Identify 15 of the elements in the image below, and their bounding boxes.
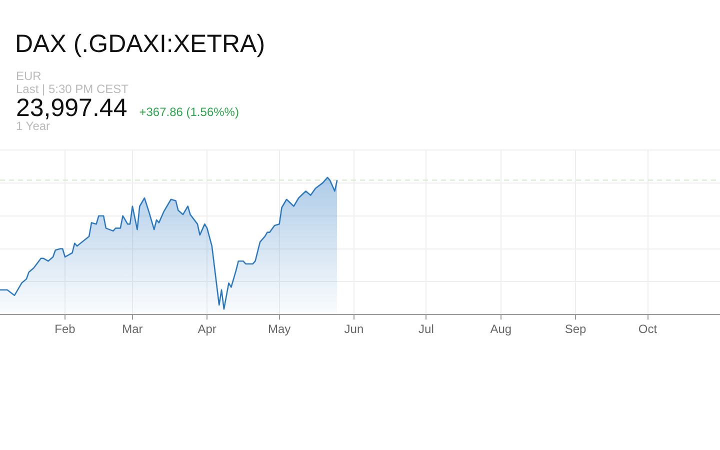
x-tick-label: Aug — [490, 322, 512, 336]
text: 1 Year — [16, 119, 50, 133]
x-tick-label: Feb — [54, 322, 76, 336]
x-tick-label: Sep — [564, 322, 587, 336]
x-tick-label: Jul — [418, 322, 434, 336]
text: EUR — [16, 69, 42, 83]
text: +367.86 (1.56%%) — [139, 105, 239, 119]
x-tick-label: Oct — [638, 322, 658, 336]
text: Last | 5:30 PM CEST — [16, 82, 130, 96]
x-tick-label: May — [268, 322, 291, 336]
text: 23,997.44 — [16, 94, 128, 122]
chart-title: DAX (.GDAXI:XETRA) — [15, 30, 266, 59]
x-tick-label: Jun — [344, 322, 364, 336]
x-tick-label: Mar — [122, 322, 143, 336]
x-tick-label: Apr — [198, 322, 216, 336]
